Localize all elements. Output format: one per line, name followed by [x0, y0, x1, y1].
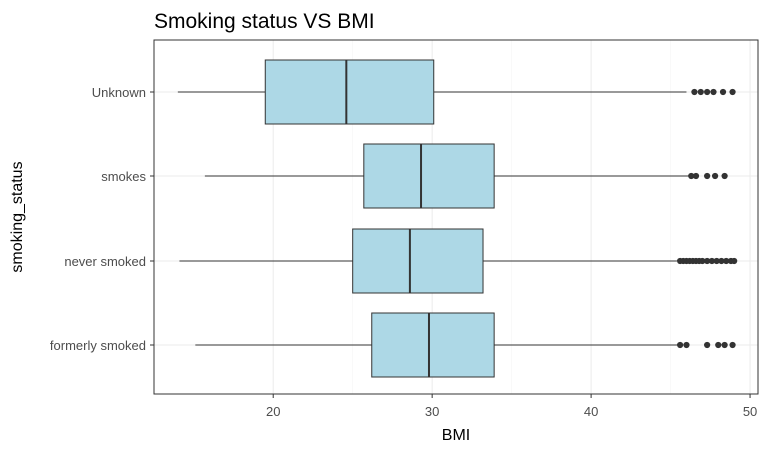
boxplot-group-Unknown	[177, 59, 736, 125]
plot-panel-border	[153, 39, 759, 395]
boxplot-group-formerly-smoked	[195, 312, 736, 378]
boxplot-group-smokes	[204, 143, 728, 209]
x-tick-label: 30	[425, 404, 439, 419]
outlier-point	[721, 172, 728, 180]
outlier-point	[731, 257, 738, 265]
outlier-point	[704, 341, 711, 349]
outlier-point	[713, 257, 720, 265]
y-tick-label: formerly smoked	[50, 338, 146, 353]
x-tick-label: 20	[266, 404, 280, 419]
outlier-point	[729, 88, 736, 96]
outlier-point	[688, 172, 695, 180]
y-tick-label: Unknown	[92, 85, 146, 100]
boxplot-group-never-smoked	[179, 228, 738, 294]
outlier-point	[710, 88, 717, 96]
interquartile-box	[264, 59, 435, 125]
interquartile-box	[363, 143, 495, 209]
outlier-point	[683, 341, 690, 349]
outlier-point	[715, 341, 722, 349]
x-tick-label: 50	[743, 404, 757, 419]
outlier-point	[723, 257, 730, 265]
outlier-point	[704, 88, 711, 96]
interquartile-box	[352, 228, 484, 294]
outlier-point	[704, 172, 711, 180]
tick-layer: Unknown smokes never smoked formerly smoked…	[50, 85, 757, 419]
outlier-point	[697, 88, 704, 96]
interquartile-box	[371, 312, 495, 378]
outlier-point	[729, 341, 736, 349]
outlier-point	[719, 88, 727, 96]
outlier-point	[711, 172, 719, 180]
outlier-point	[704, 257, 711, 265]
y-tick-label: never smoked	[64, 254, 146, 269]
chart-title: Smoking status VS BMI	[154, 10, 375, 33]
outlier-point	[699, 257, 706, 265]
y-axis-title: smoking_status	[9, 161, 26, 272]
outlier-point	[721, 341, 728, 349]
outlier-point	[691, 88, 698, 96]
x-axis-title: BMI	[442, 427, 470, 444]
outlier-point	[677, 341, 684, 349]
outlier-point	[718, 257, 725, 265]
y-tick-label: smokes	[101, 169, 146, 184]
outlier-point	[692, 172, 700, 180]
x-tick-label: 40	[584, 404, 598, 419]
box-layer	[177, 59, 738, 378]
outlier-point	[708, 257, 716, 265]
